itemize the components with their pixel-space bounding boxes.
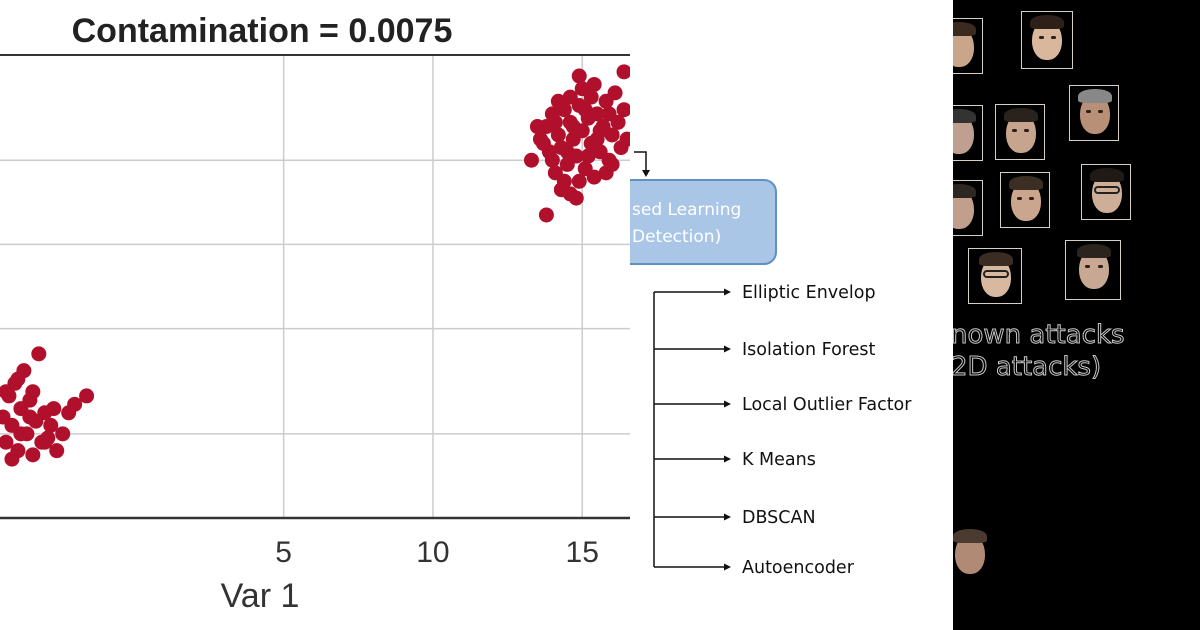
axes (0, 54, 630, 520)
method-diagram-panel: sed Learning Detection) Elliptic Envelop… (630, 0, 953, 630)
method-branches: Elliptic Envelop Isolation Forest Local Ou… (654, 283, 912, 578)
x-axis-label: Var 1 (221, 577, 300, 615)
data-point (607, 85, 623, 101)
face-thumbnail (953, 105, 983, 161)
face-thumbnail (995, 104, 1045, 160)
data-point (49, 443, 65, 459)
data-point (10, 371, 26, 387)
branch-arrowhead (724, 455, 731, 463)
data-point (67, 396, 83, 412)
data-point (31, 346, 47, 362)
method-diagram: sed Learning Detection) Elliptic Envelop… (630, 151, 912, 578)
attack-caption-line2: 2D attacks) (953, 352, 1102, 383)
faces-collage-panel: nown attacks 2D attacks) (953, 0, 1200, 630)
method-label: Local Outlier Factor (742, 395, 912, 415)
data-point (604, 127, 620, 143)
data-point (55, 426, 71, 442)
scatter-plot: 5 10 15 Contamination = 0.0075 Var 1 (0, 12, 630, 615)
data-point (544, 152, 560, 168)
data-point (46, 401, 62, 417)
face-thumbnail (1021, 11, 1073, 69)
learning-node-box (630, 179, 777, 265)
data-point (535, 135, 551, 151)
data-point (0, 384, 14, 400)
data-point (562, 186, 578, 202)
data-point (523, 152, 539, 168)
data-point (616, 64, 630, 80)
face-thumbnail (1069, 85, 1119, 141)
connector-line (634, 151, 647, 172)
x-tick-label: 5 (275, 536, 292, 569)
data-point (586, 169, 602, 185)
data-point (565, 119, 581, 135)
method-label: Autoencoder (742, 558, 855, 578)
chart-title: Contamination = 0.0075 (72, 12, 453, 50)
data-point (589, 106, 605, 122)
method-label: Isolation Forest (742, 340, 875, 360)
learning-node-line1: sed Learning (632, 200, 741, 220)
scatter-plot-panel: 5 10 15 Contamination = 0.0075 Var 1 (0, 12, 630, 615)
face-thumbnail-3d (953, 526, 997, 584)
connector-arrowhead (642, 170, 650, 177)
data-point (550, 93, 566, 109)
method-label: K Means (742, 450, 816, 470)
face-thumbnail (1065, 240, 1121, 300)
branch-arrowhead (724, 563, 731, 571)
data-point (619, 131, 630, 147)
data-point (580, 148, 596, 164)
face-thumbnail (968, 248, 1022, 304)
data-points (0, 64, 630, 467)
face-thumbnail (1000, 172, 1050, 228)
data-point (25, 384, 41, 400)
data-point (37, 434, 53, 450)
data-point (604, 156, 620, 172)
data-point (550, 127, 566, 143)
method-label: DBSCAN (742, 508, 816, 528)
face-thumbnail (1081, 164, 1131, 220)
x-tick-label: 10 (416, 536, 449, 569)
data-point (43, 417, 59, 433)
data-point (577, 102, 593, 118)
data-point (547, 114, 563, 130)
data-point (586, 76, 602, 92)
data-point (571, 173, 587, 189)
branch-arrowhead (724, 400, 731, 408)
x-tick-label: 15 (566, 536, 599, 569)
data-point (562, 89, 578, 105)
branch-arrowhead (724, 513, 731, 521)
data-point (4, 451, 20, 467)
data-point (79, 388, 95, 404)
data-point (22, 409, 38, 425)
method-label: Elliptic Envelop (742, 283, 876, 303)
data-point (589, 131, 605, 147)
data-point (0, 434, 14, 450)
data-point (529, 119, 545, 135)
data-point (616, 102, 630, 118)
attack-caption-line1: nown attacks (953, 320, 1125, 351)
branch-arrowhead (724, 288, 731, 296)
data-point (538, 207, 554, 223)
face-thumbnail (953, 180, 983, 236)
data-point (571, 68, 587, 84)
data-point (601, 106, 617, 122)
x-tick-labels: 5 10 15 (275, 536, 599, 569)
data-point (559, 144, 575, 160)
data-point (13, 426, 29, 442)
data-point (25, 447, 41, 463)
face-thumbnail (953, 18, 983, 74)
branch-arrowhead (724, 345, 731, 353)
learning-node-line2: Detection) (632, 227, 721, 247)
data-point (583, 89, 599, 105)
